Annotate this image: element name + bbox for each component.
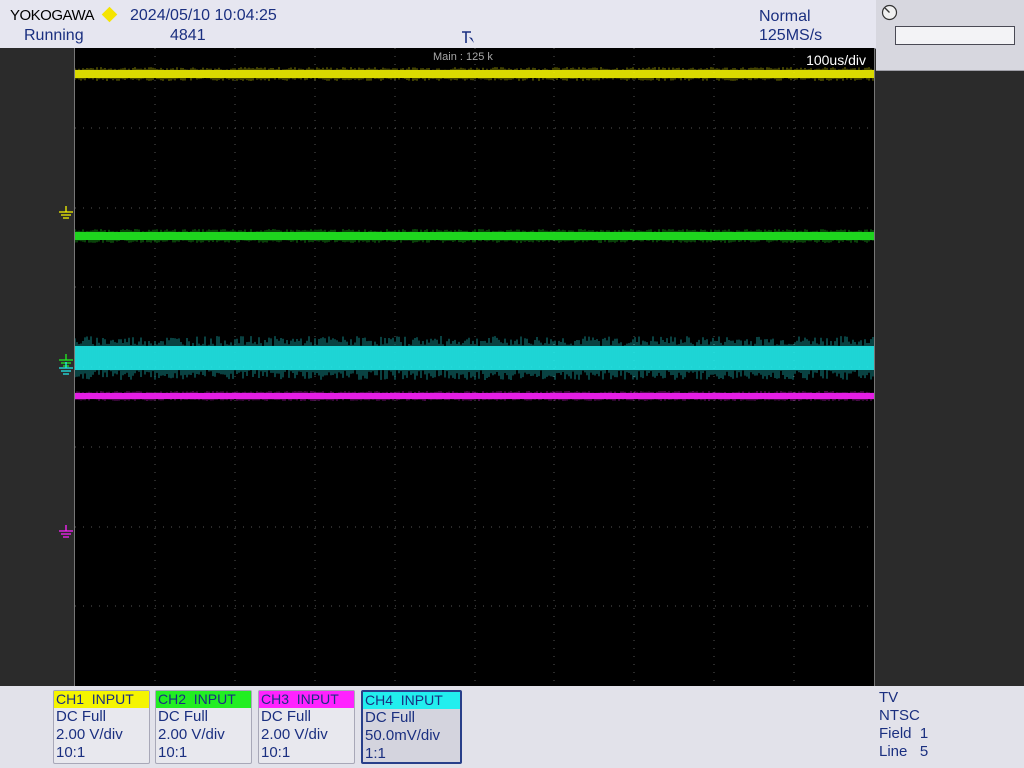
ch3-ground-marker-icon [59,525,73,538]
ch2-trace [75,229,874,243]
ch1-probe: 10:1 [56,744,86,761]
trigger-info: TV NTSC Field 1 Line 5 [879,689,928,761]
datetime-display: 2024/05/10 10:04:25 [130,7,277,24]
channel-info-bar: CH1 INPUT DC Full 2.00 V/div 10:1 CH2 IN… [0,686,1024,768]
status-bar: YOKOGAWA 2024/05/10 10:04:25 Running 484… [0,0,876,49]
ch2-header: CH2 INPUT [156,691,251,708]
ch1-coupling: DC Full [56,708,107,725]
ch2-scale: 2.00 V/div [158,726,225,743]
ch4-info-box[interactable]: CH4 INPUT DC Full 50.0mV/div 1:1 [361,690,462,764]
acquisition-count: 4841 [170,27,206,44]
ch1-ground-marker-icon [59,206,73,219]
ch1-trace [75,67,874,81]
sample-rate: 125MS/s [759,27,823,44]
trigger-mode: Normal [759,8,811,25]
trigger-field: Field 1 [879,725,929,742]
ch2-ground-marker-icon [59,354,73,367]
brand-diamond-icon [101,6,118,23]
ch1-header: CH1 INPUT [54,691,149,708]
ch3-scale: 2.00 V/div [261,726,328,743]
ch4-coupling: DC Full [365,709,416,726]
ch3-coupling: DC Full [261,708,312,725]
ch3-probe: 10:1 [261,744,291,761]
ch1-info-box[interactable]: CH1 INPUT DC Full 2.00 V/div 10:1 [53,690,150,764]
ch3-info-box[interactable]: CH3 INPUT DC Full 2.00 V/div 10:1 [258,690,355,764]
trigger-position-icon [462,31,474,43]
ch1-scale: 2.00 V/div [56,726,123,743]
ch3-trace [75,391,874,401]
ch2-coupling: DC Full [158,708,209,725]
brand-logo: YOKOGAWA [10,7,95,24]
timebase-label: 100us/div [806,52,866,68]
ch3-header: CH3 INPUT [259,691,354,708]
trigger-line: Line 5 [879,743,929,760]
trigger-type: TV [879,689,899,706]
ch2-probe: 10:1 [158,744,188,761]
ch2-info-box[interactable]: CH2 INPUT DC Full 2.00 V/div 10:1 [155,690,252,764]
ch4-header: CH4 INPUT [363,692,460,709]
main-record-label: Main : 125 k [433,51,493,63]
ch4-probe: 1:1 [365,745,386,762]
waveform-display[interactable]: Main : 125 k 100us/div [74,48,875,686]
graticule [75,48,874,686]
ch4-scale: 50.0mV/div [365,727,441,744]
marker-gutter [0,48,74,686]
run-status: Running [24,27,84,44]
right-control-panel [876,0,1024,71]
ch4-trace [75,336,874,380]
ch4-ground-marker-icon [59,362,73,375]
value-entry-box[interactable] [895,26,1015,45]
trigger-standard: NTSC [879,707,920,724]
knob-icon[interactable] [881,4,898,21]
